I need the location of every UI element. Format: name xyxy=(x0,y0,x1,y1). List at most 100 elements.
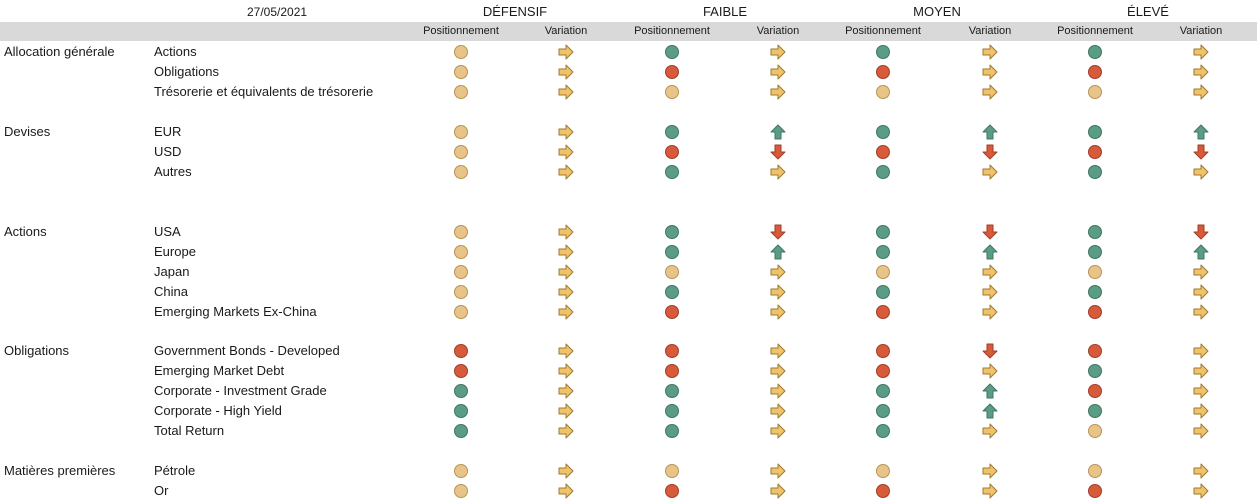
profile-moyen: MOYEN xyxy=(913,4,961,19)
position-dot-green xyxy=(454,384,468,398)
position-dot-green xyxy=(1088,285,1102,299)
position-dot-orange xyxy=(454,145,468,159)
arrow-right-icon xyxy=(770,423,786,439)
position-dot-red xyxy=(876,305,890,319)
arrow-right-icon xyxy=(982,363,998,379)
row-label: Corporate - Investment Grade xyxy=(154,383,327,398)
arrow-right-icon xyxy=(558,304,574,320)
position-dot-green xyxy=(665,285,679,299)
position-dot-green xyxy=(876,424,890,438)
row-label: USA xyxy=(154,224,181,239)
arrow-right-icon xyxy=(770,284,786,300)
arrow-up-icon xyxy=(1193,124,1209,140)
arrow-right-icon xyxy=(1193,84,1209,100)
section-label: Actions xyxy=(4,224,47,239)
position-dot-red xyxy=(876,364,890,378)
arrow-right-icon xyxy=(1193,423,1209,439)
position-dot-red xyxy=(665,484,679,498)
row-label: Government Bonds - Developed xyxy=(154,343,340,358)
arrow-right-icon xyxy=(1193,343,1209,359)
position-dot-red xyxy=(665,305,679,319)
row-label: Emerging Markets Ex-China xyxy=(154,304,317,319)
arrow-right-icon xyxy=(770,64,786,80)
position-dot-green xyxy=(665,384,679,398)
position-dot-red xyxy=(1088,65,1102,79)
section-label: Allocation générale xyxy=(4,44,115,59)
arrow-down-icon xyxy=(1193,224,1209,240)
variation-header: Variation xyxy=(544,25,588,37)
arrow-right-icon xyxy=(982,164,998,180)
position-dot-green xyxy=(876,165,890,179)
position-dot-orange xyxy=(454,125,468,139)
position-dot-red xyxy=(665,364,679,378)
arrow-right-icon xyxy=(558,483,574,499)
arrow-right-icon xyxy=(1193,363,1209,379)
arrow-right-icon xyxy=(558,343,574,359)
arrow-right-icon xyxy=(1193,164,1209,180)
arrow-up-icon xyxy=(982,124,998,140)
position-dot-green xyxy=(1088,125,1102,139)
position-dot-green xyxy=(1088,404,1102,418)
row-label: Or xyxy=(154,483,169,498)
position-dot-green xyxy=(876,384,890,398)
date-header: 27/05/2021 xyxy=(247,5,308,19)
position-dot-orange xyxy=(1088,424,1102,438)
position-dot-green xyxy=(876,225,890,239)
position-dot-green xyxy=(876,45,890,59)
arrow-right-icon xyxy=(982,64,998,80)
position-dot-orange xyxy=(454,165,468,179)
position-dot-green xyxy=(665,225,679,239)
position-dot-green xyxy=(665,165,679,179)
arrow-down-icon xyxy=(982,144,998,160)
position-dot-red xyxy=(1088,145,1102,159)
row-label: Obligations xyxy=(154,64,220,79)
arrow-up-icon xyxy=(770,124,786,140)
variation-header: Variation xyxy=(756,25,800,37)
arrow-right-icon xyxy=(1193,483,1209,499)
arrow-right-icon xyxy=(770,463,786,479)
position-dot-red xyxy=(876,344,890,358)
profile-eleve: ÉLEVÉ xyxy=(1127,4,1169,19)
arrow-right-icon xyxy=(770,363,786,379)
position-dot-orange xyxy=(454,225,468,239)
position-dot-red xyxy=(454,344,468,358)
arrow-right-icon xyxy=(1193,403,1209,419)
arrow-right-icon xyxy=(982,304,998,320)
row-label: Trésorerie et équivalents de trésorerie xyxy=(154,84,374,99)
arrow-down-icon xyxy=(982,224,998,240)
position-dot-red xyxy=(1088,344,1102,358)
position-dot-orange xyxy=(454,245,468,259)
arrow-right-icon xyxy=(558,264,574,280)
arrow-right-icon xyxy=(770,44,786,60)
position-dot-orange xyxy=(1088,265,1102,279)
arrow-right-icon xyxy=(1193,383,1209,399)
arrow-right-icon xyxy=(982,463,998,479)
arrow-right-icon xyxy=(558,144,574,160)
variation-header: Variation xyxy=(968,25,1012,37)
position-dot-green xyxy=(1088,165,1102,179)
position-dot-orange xyxy=(665,464,679,478)
arrow-right-icon xyxy=(558,383,574,399)
position-dot-red xyxy=(1088,384,1102,398)
section-label: Matières premières xyxy=(4,463,116,478)
row-label: EUR xyxy=(154,124,182,139)
position-dot-green xyxy=(876,404,890,418)
positionnement-header: Positionnement xyxy=(845,25,921,37)
positionnement-header: Positionnement xyxy=(1057,25,1133,37)
row-label: Europe xyxy=(154,244,196,259)
position-dot-green xyxy=(665,45,679,59)
arrow-right-icon xyxy=(982,284,998,300)
subheader-band xyxy=(0,22,1257,41)
profile-defensif: DÉFENSIF xyxy=(482,4,548,19)
row-label: Pétrole xyxy=(154,463,196,478)
arrow-right-icon xyxy=(558,124,574,140)
position-dot-red xyxy=(876,484,890,498)
arrow-right-icon xyxy=(558,244,574,260)
row-label: Japan xyxy=(154,264,190,279)
position-dot-orange xyxy=(454,285,468,299)
arrow-right-icon xyxy=(558,363,574,379)
arrow-down-icon xyxy=(982,343,998,359)
position-dot-green xyxy=(1088,225,1102,239)
position-dot-orange xyxy=(454,45,468,59)
arrow-up-icon xyxy=(982,383,998,399)
